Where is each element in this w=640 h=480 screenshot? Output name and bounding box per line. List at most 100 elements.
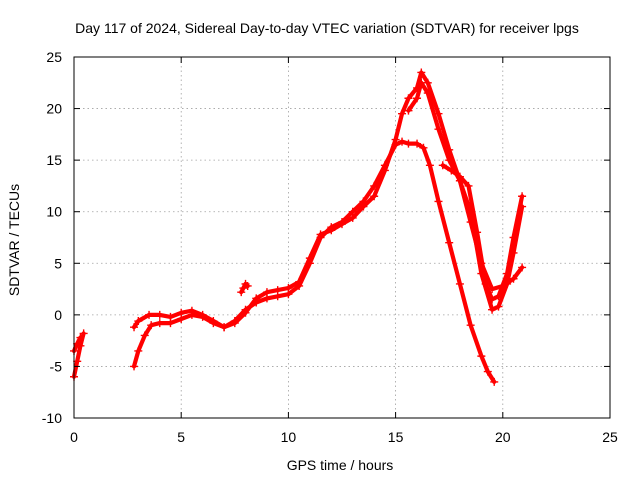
data-point-marker [483, 367, 492, 376]
data-point-marker [145, 310, 154, 319]
data-point-marker [417, 78, 426, 87]
data-point-marker [76, 333, 85, 342]
data-point-marker [494, 292, 503, 301]
data-point-marker [166, 312, 175, 321]
data-point-marker [455, 172, 464, 181]
data-point-marker [155, 319, 164, 328]
series-track-7 [237, 279, 252, 297]
y-axis-title: SDTVAR / TECUs [6, 184, 22, 296]
data-point-marker [130, 323, 139, 332]
data-point-marker [262, 288, 271, 297]
data-point-marker [417, 68, 426, 77]
data-point-marker [398, 137, 407, 146]
series-track-5 [404, 78, 527, 314]
data-point-marker [419, 143, 428, 152]
x-tick-label: 0 [70, 429, 78, 445]
y-tick-label: 20 [46, 101, 62, 117]
chart-title: Day 117 of 2024, Sidereal Day-to-day VTE… [75, 20, 579, 36]
data-point-marker [445, 238, 454, 247]
data-point-marker [494, 302, 503, 311]
data-point-marker [130, 362, 139, 371]
data-point-marker [413, 94, 422, 103]
data-point-marker [295, 277, 304, 286]
data-point-marker [305, 254, 314, 263]
data-point-marker [391, 135, 400, 144]
axis-ticks [73, 56, 611, 419]
data-point-marker [241, 308, 250, 317]
y-tick-label: -5 [50, 358, 63, 374]
data-point-marker [473, 228, 482, 237]
data-point-marker [509, 274, 518, 283]
x-tick-label: 20 [495, 429, 511, 445]
x-tick-labels: 0 5 10 15 20 25 [70, 429, 618, 445]
data-series [70, 68, 527, 386]
data-point-marker [177, 308, 186, 317]
data-point-marker [73, 339, 82, 348]
y-tick-label: 0 [54, 307, 62, 323]
data-point-marker [284, 284, 293, 293]
data-point-marker [488, 305, 497, 314]
data-point-marker [230, 319, 239, 328]
data-point-marker [509, 233, 518, 242]
data-point-marker [413, 139, 422, 148]
data-point-marker [488, 295, 497, 304]
data-point-marker [273, 286, 282, 295]
data-point-marker [398, 109, 407, 118]
plot-frame [73, 56, 611, 419]
data-point-marker [370, 192, 379, 201]
data-point-marker [252, 294, 261, 303]
x-tick-label: 5 [177, 429, 185, 445]
data-point-marker [518, 192, 527, 201]
data-point-marker [477, 352, 486, 361]
data-point-marker [134, 317, 143, 326]
series-line [71, 331, 86, 379]
data-point-marker [455, 279, 464, 288]
data-point-marker [481, 279, 490, 288]
series-track-6 [438, 161, 527, 304]
data-point-marker [503, 269, 512, 278]
y-tick-label: 25 [46, 49, 62, 65]
data-point-marker [147, 321, 156, 330]
data-point-marker [404, 139, 413, 148]
y-tick-label: 5 [54, 255, 62, 271]
data-point-marker [243, 281, 252, 290]
data-point-marker [73, 357, 82, 366]
data-point-marker [348, 213, 357, 222]
data-point-marker [464, 181, 473, 190]
data-point-marker [404, 94, 413, 103]
data-point-marker [79, 329, 88, 338]
x-axis-title: GPS time / hours [287, 457, 394, 473]
data-point-marker [380, 166, 389, 175]
data-point-marker [359, 202, 368, 211]
data-point-marker [220, 323, 229, 332]
data-point-marker [438, 161, 447, 170]
data-point-marker [327, 226, 336, 235]
data-point-marker [155, 310, 164, 319]
data-point-marker [466, 321, 475, 330]
x-tick-label: 10 [281, 429, 297, 445]
data-point-marker [239, 284, 248, 293]
data-point-marker [434, 197, 443, 206]
data-point-marker [134, 346, 143, 355]
x-tick-label: 25 [602, 429, 618, 445]
y-tick-label: 10 [46, 204, 62, 220]
y-tick-label: 15 [46, 152, 62, 168]
data-point-marker [338, 220, 346, 229]
data-point-marker [518, 263, 527, 272]
series-line [406, 80, 525, 312]
data-point-marker [425, 161, 434, 170]
data-point-marker [447, 166, 456, 175]
data-point-marker [198, 310, 207, 319]
data-point-marker [187, 306, 196, 315]
y-tick-label: -10 [42, 410, 62, 426]
y-tick-labels: -10 -5 0 5 10 15 20 25 [42, 49, 62, 426]
data-point-marker [423, 89, 432, 98]
x-tick-label: 15 [388, 429, 404, 445]
data-point-marker [140, 331, 149, 340]
data-point-marker [209, 317, 218, 326]
series-line [131, 70, 525, 330]
data-point-marker [237, 288, 246, 297]
data-point-marker [445, 156, 454, 165]
data-point-marker [490, 377, 499, 386]
